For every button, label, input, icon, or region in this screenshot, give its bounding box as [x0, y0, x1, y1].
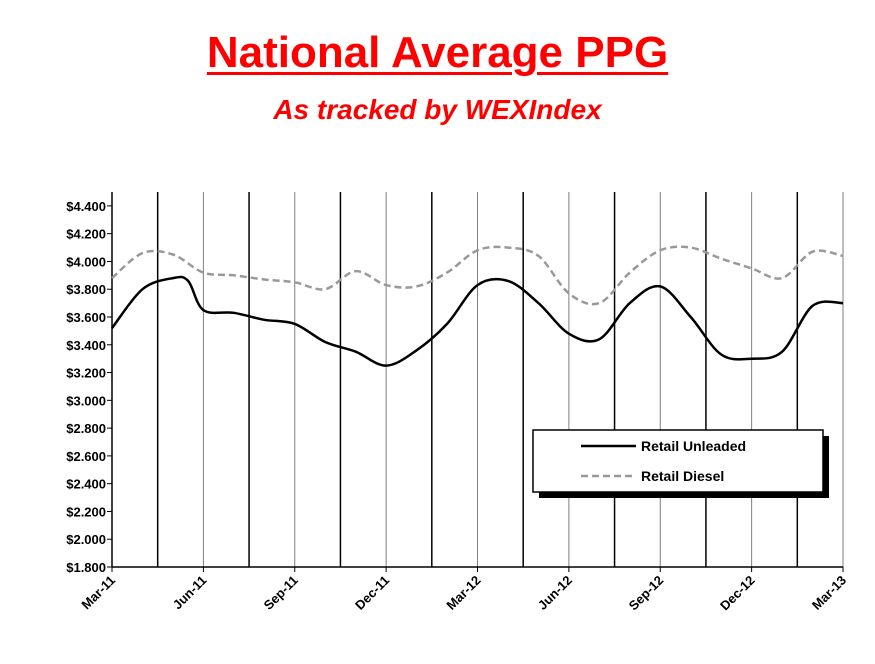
legend-box — [532, 429, 824, 493]
legend-label: Retail Unleaded — [641, 438, 746, 454]
y-tick-label: $2.400 — [66, 477, 106, 492]
y-tick-label: $3.000 — [66, 393, 106, 408]
x-tick-label: Mar-12 — [443, 573, 483, 613]
y-tick-label: $3.600 — [66, 310, 106, 325]
y-tick-label: $3.800 — [66, 282, 106, 297]
x-tick-label: Mar-13 — [809, 573, 849, 613]
y-tick-label: $2.600 — [66, 449, 106, 464]
series-line-retail-diesel — [111, 245, 844, 306]
axes: $1.800 $2.000 $2.200 $2.400 $2.600 $2.800 $3.0… — [66, 192, 849, 613]
y-tick-label: $2.800 — [66, 421, 106, 436]
x-tick-label: Sep-11 — [261, 573, 301, 613]
y-tick-label: $3.400 — [66, 338, 106, 353]
y-tick-label: $1.800 — [66, 560, 106, 575]
legend: Retail Unleaded Retail Diesel — [532, 429, 829, 498]
series — [111, 245, 844, 367]
x-tick-label: Mar-11 — [78, 573, 118, 613]
y-tick-label: $2.000 — [66, 532, 106, 547]
x-tick-label: Jun-11 — [170, 573, 210, 613]
x-tick-label: Jun-12 — [535, 573, 575, 613]
y-tick-label: $2.200 — [66, 504, 106, 519]
legend-label: Retail Diesel — [641, 468, 724, 484]
x-tick-label: Sep-12 — [626, 573, 667, 614]
series-line-retail-unleaded — [111, 275, 844, 367]
y-tick-label: $3.200 — [66, 366, 106, 381]
y-tick-label: $4.400 — [66, 199, 106, 214]
x-tick-label: Dec-11 — [352, 573, 392, 613]
y-tick-label: $4.200 — [66, 227, 106, 242]
x-tick-label: Dec-12 — [717, 573, 758, 614]
y-tick-label: $4.000 — [66, 254, 106, 269]
chart-title: National Average PPG — [206, 28, 669, 77]
gridlines — [156, 192, 844, 567]
chart-subtitle: As tracked by WEXIndex — [273, 94, 602, 125]
